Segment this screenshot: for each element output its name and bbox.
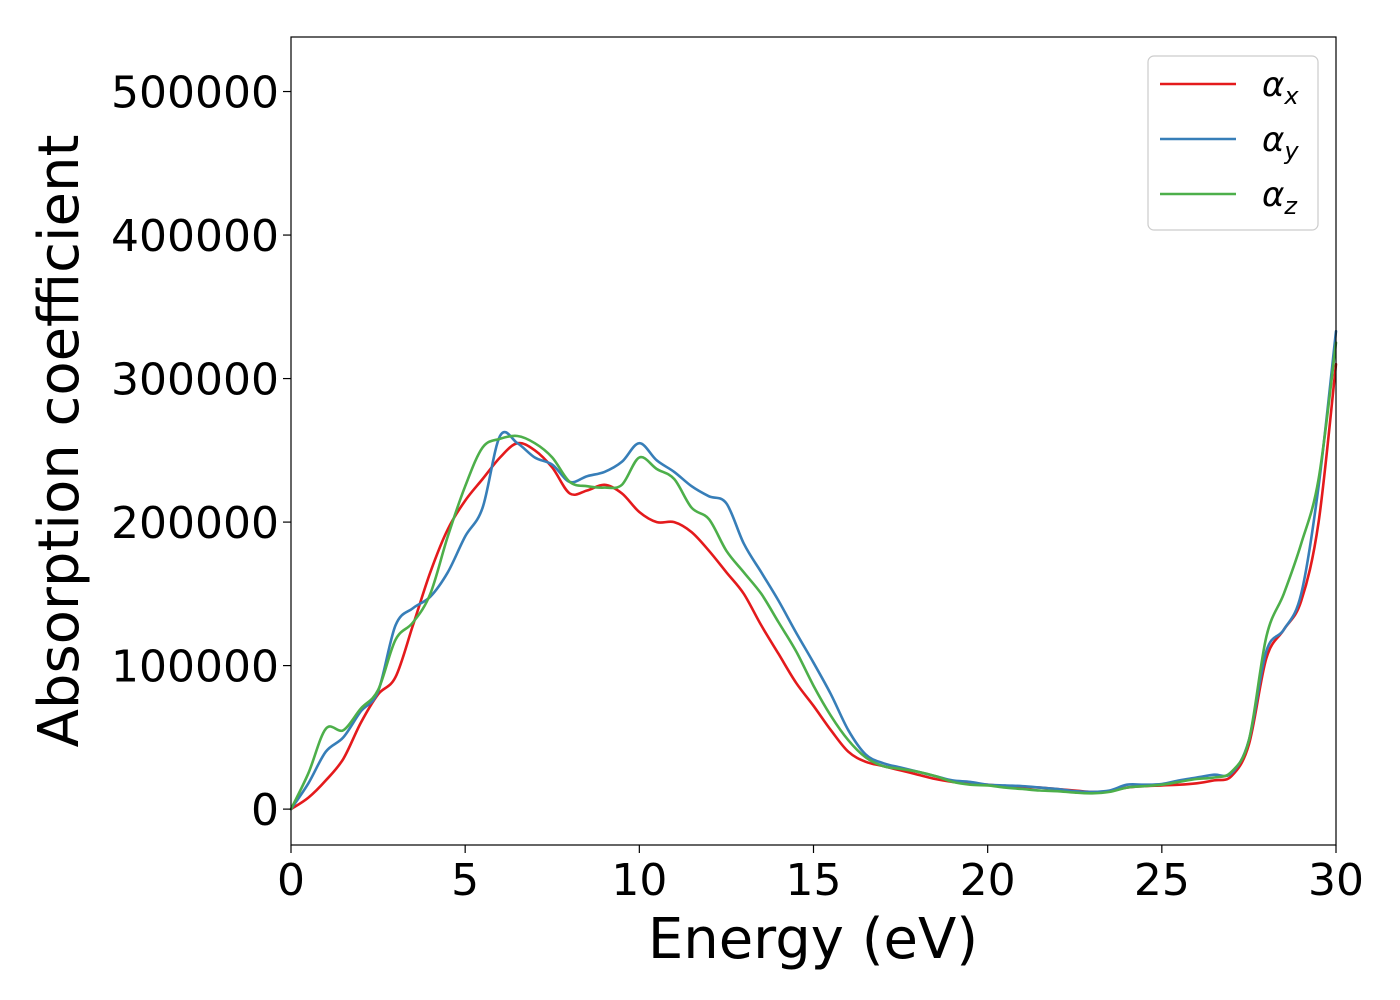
y-tick-label: 200000 xyxy=(111,498,279,549)
y-tick-label: 0 xyxy=(251,785,279,836)
axes-layer: 0 5 10 15 20 25 30 0 100000 200000 300000 400000 500… xyxy=(111,36,1364,906)
y-axis-label: Absorption coefficient xyxy=(27,135,92,748)
legend-label-y: αy xyxy=(1262,120,1299,165)
x-tick-label: 5 xyxy=(451,855,479,906)
legend-box xyxy=(1147,55,1319,231)
y-tick-label: 400000 xyxy=(111,211,279,262)
x-tick-label: 20 xyxy=(960,855,1016,906)
series-line-y xyxy=(289,329,1338,811)
x-tick-label: 25 xyxy=(1134,855,1190,906)
series-line-x xyxy=(289,362,1338,811)
legend: αx αy αz xyxy=(1147,55,1319,231)
series-line-z xyxy=(289,341,1338,811)
x-tick-label: 0 xyxy=(277,855,305,906)
series-layer xyxy=(289,329,1338,811)
y-tick-label: 100000 xyxy=(111,642,279,693)
x-axis-label: Energy (eV) xyxy=(648,907,978,972)
y-tick-label: 300000 xyxy=(111,355,279,406)
x-tick-label: 30 xyxy=(1308,855,1364,906)
legend-label-z: αz xyxy=(1262,175,1298,220)
y-tick-label: 500000 xyxy=(111,68,279,119)
legend-label-x: αx xyxy=(1262,65,1299,110)
x-tick-label: 10 xyxy=(611,855,667,906)
x-tick-label: 15 xyxy=(786,855,842,906)
